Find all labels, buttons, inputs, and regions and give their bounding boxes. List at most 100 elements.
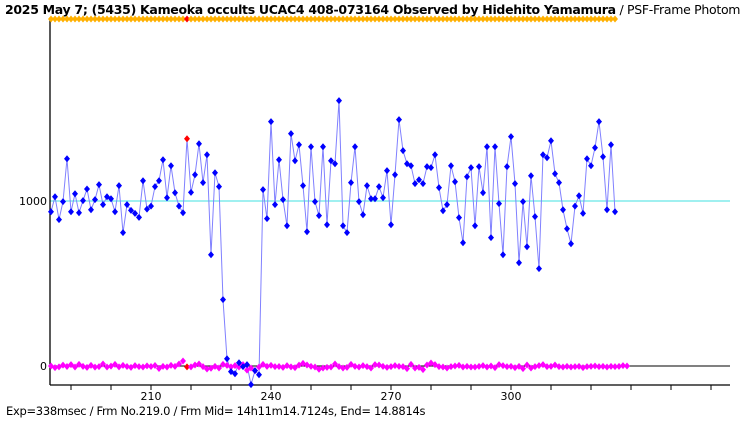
comparison-point	[532, 363, 538, 371]
target-point	[472, 222, 478, 230]
comparison-point	[572, 363, 578, 371]
target-point	[152, 183, 158, 191]
comparison-point	[580, 364, 586, 372]
target-point	[60, 198, 66, 206]
target-point	[272, 201, 278, 209]
comparison-point	[592, 362, 598, 370]
target-point	[360, 211, 366, 219]
top-marker-point	[488, 15, 494, 23]
top-marker-point	[360, 15, 366, 23]
comparison-point	[324, 363, 330, 371]
target-point	[156, 177, 162, 185]
target-point	[356, 198, 362, 206]
comparison-point	[420, 366, 426, 374]
target-point	[408, 162, 414, 170]
target-point	[548, 137, 554, 145]
top-marker-point	[132, 15, 138, 23]
target-point	[68, 208, 74, 216]
top-marker-point	[456, 15, 462, 23]
target-point	[216, 183, 222, 191]
comparison-point	[492, 364, 498, 372]
comparison-highlight-point	[184, 363, 190, 371]
target-point	[332, 160, 338, 168]
top-marker-point	[188, 15, 194, 23]
top-marker-point	[552, 15, 558, 23]
top-marker-point	[528, 15, 534, 23]
target-point	[508, 133, 514, 141]
target-point	[396, 116, 402, 124]
top-marker-point	[500, 15, 506, 23]
target-point	[532, 213, 538, 221]
target-point	[500, 251, 506, 259]
comparison-point	[196, 360, 202, 368]
top-marker-point	[340, 15, 346, 23]
target-point	[144, 205, 150, 213]
top-marker-point	[580, 15, 586, 23]
comparison-point	[140, 363, 146, 371]
comparison-point	[152, 362, 158, 370]
target-point	[448, 162, 454, 170]
target-point	[456, 214, 462, 222]
top-marker-point	[56, 15, 62, 23]
target-point	[400, 147, 406, 155]
top-marker-point	[220, 15, 226, 23]
top-marker-point	[556, 15, 562, 23]
target-point	[140, 177, 146, 185]
target-point	[276, 156, 282, 164]
target-point	[112, 208, 118, 216]
top-marker-point	[476, 15, 482, 23]
top-marker-point	[164, 15, 170, 23]
top-marker-point	[572, 15, 578, 23]
target-point	[592, 144, 598, 152]
top-marker-point	[400, 15, 406, 23]
series-layer	[48, 15, 630, 389]
target-point	[560, 206, 566, 214]
comparison-point	[100, 360, 106, 368]
target-point	[436, 184, 442, 192]
top-marker-point	[180, 15, 186, 23]
y-tick-label: 0	[40, 360, 47, 373]
comparison-point	[148, 362, 154, 370]
comparison-point	[176, 360, 182, 368]
comparison-point	[372, 361, 378, 369]
comparison-point	[496, 361, 502, 369]
top-marker-point	[144, 15, 150, 23]
comparison-point	[216, 364, 222, 372]
top-marker-point	[516, 15, 522, 23]
target-point	[556, 179, 562, 187]
top-marker-point	[156, 15, 162, 23]
comparison-point	[272, 363, 278, 371]
comparison-point	[452, 362, 458, 370]
target-point	[352, 143, 358, 151]
target-point	[160, 156, 166, 164]
comparison-point	[228, 363, 234, 371]
target-point	[412, 180, 418, 188]
comparison-point	[256, 363, 262, 371]
top-marker-point	[600, 15, 606, 23]
target-point	[148, 202, 154, 210]
top-marker-point	[60, 15, 66, 23]
target-point	[568, 240, 574, 248]
x-tick-label: 300	[501, 390, 522, 403]
comparison-point	[276, 362, 282, 370]
comparison-point	[520, 365, 526, 373]
top-marker-point	[96, 15, 102, 23]
target-point	[80, 197, 86, 205]
top-marker-point	[588, 15, 594, 23]
top-marker-point	[116, 15, 122, 23]
target-point	[252, 367, 258, 375]
top-marker-point	[72, 15, 78, 23]
target-point	[444, 201, 450, 209]
target-point	[344, 229, 350, 237]
target-point	[300, 182, 306, 190]
top-marker-point	[480, 15, 486, 23]
target-point	[196, 140, 202, 148]
target-point	[172, 189, 178, 197]
top-marker-point	[356, 15, 362, 23]
target-point	[76, 209, 82, 217]
target-point	[96, 181, 102, 189]
target-point	[264, 215, 270, 223]
comparison-point	[288, 363, 294, 371]
target-point	[220, 296, 226, 304]
target-point	[100, 201, 106, 209]
